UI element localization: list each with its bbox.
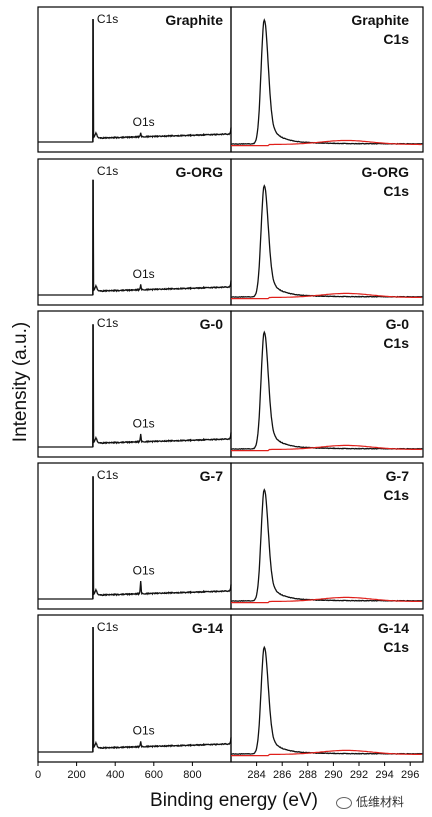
x-tick-label: 0 — [35, 769, 41, 781]
c1s-peak-label: C1s — [97, 164, 118, 178]
x-tick-label: 800 — [183, 769, 201, 781]
x-tick-label: 294 — [375, 769, 393, 781]
hr-panel-title: Graphite — [351, 12, 409, 28]
hr-panel-title: G-14 — [378, 620, 409, 636]
o1s-peak-label: O1s — [133, 416, 155, 430]
x-axis-title: Binding energy (eV) — [150, 790, 318, 811]
hr-panel-subtitle: C1s — [383, 335, 409, 351]
hr-panel-title: G-0 — [386, 316, 410, 332]
c1s-spectrum-line — [230, 184, 423, 298]
x-tick-label: 286 — [273, 769, 291, 781]
o1s-peak-label: O1s — [133, 724, 155, 738]
survey-spectrum-line — [38, 19, 232, 143]
survey-panel-frame — [37, 614, 232, 763]
survey-spectrum-line — [38, 627, 232, 753]
survey-panel-title: G-7 — [200, 468, 224, 484]
hr-panel-title: G-ORG — [362, 164, 410, 180]
c1s-spectrum-line — [230, 488, 423, 602]
o1s-peak-label: O1s — [133, 267, 155, 281]
x-tick-label: 290 — [324, 769, 342, 781]
hr-panel-subtitle: C1s — [383, 639, 409, 655]
hr-panel-frame — [230, 6, 424, 153]
satellite-fit-line — [231, 749, 422, 757]
c1s-peak-label: C1s — [97, 468, 118, 482]
c1s-peak-label: C1s — [97, 12, 118, 26]
x-axis-survey: 0 200 400 600 800 — [35, 762, 202, 781]
hr-panel-subtitle: C1s — [383, 487, 409, 503]
hr-panel-frame — [230, 614, 424, 763]
c1s-peak-label: C1s — [97, 620, 118, 634]
x-tick-label: 292 — [350, 769, 368, 781]
satellite-fit-line — [231, 139, 422, 147]
x-tick-label: 288 — [299, 769, 317, 781]
wechat-icon — [336, 796, 352, 809]
c1s-spectrum-line — [230, 645, 423, 755]
hr-panel-frame — [230, 310, 424, 458]
survey-panel-0: C1s O1s Graphite — [37, 6, 232, 153]
hr-panel-frame — [230, 158, 424, 306]
hr-panel-title: G-7 — [386, 468, 410, 484]
x-tick-label: 284 — [247, 769, 265, 781]
hr-panel-subtitle: C1s — [383, 31, 409, 47]
x-axis-high-resolution: 284 286 288 290 292 294 296 — [247, 762, 419, 781]
survey-panel-title: G-14 — [192, 620, 223, 636]
survey-panel-4: C1s O1s G-14 — [37, 614, 232, 763]
hr-panel-4: G-14 C1s — [230, 614, 424, 763]
satellite-fit-line — [231, 596, 422, 604]
c1s-peak-label: C1s — [97, 316, 118, 330]
watermark: 低维材料 — [336, 793, 404, 810]
survey-panel-3: C1s O1s G-7 — [37, 462, 232, 610]
hr-panel-frame — [230, 462, 424, 610]
hr-panel-1: G-ORG C1s — [230, 158, 424, 306]
x-tick-label: 296 — [401, 769, 419, 781]
o1s-peak-label: O1s — [133, 115, 155, 129]
satellite-fit-line — [231, 292, 422, 300]
survey-spectrum-line — [38, 324, 232, 448]
survey-panel-2: C1s O1s G-0 — [37, 310, 232, 458]
hr-panel-subtitle: C1s — [383, 183, 409, 199]
survey-spectrum-line — [38, 179, 232, 296]
survey-panel-title: G-ORG — [176, 164, 224, 180]
survey-spectrum-line — [38, 476, 232, 600]
survey-panel-frame — [37, 310, 232, 458]
watermark-text: 低维材料 — [356, 795, 405, 809]
x-tick-label: 200 — [67, 769, 85, 781]
survey-panel-1: C1s O1s G-ORG — [37, 158, 232, 306]
x-tick-label: 600 — [145, 769, 163, 781]
o1s-peak-label: O1s — [133, 563, 155, 577]
survey-panel-frame — [37, 158, 232, 306]
x-tick-label: 400 — [106, 769, 124, 781]
satellite-fit-line — [231, 444, 422, 452]
survey-panel-frame — [37, 6, 232, 153]
hr-panel-0: Graphite C1s — [230, 6, 424, 153]
survey-panel-title: Graphite — [165, 12, 223, 28]
y-axis-title: Intensity (a.u.) — [10, 322, 31, 442]
survey-panel-title: G-0 — [200, 316, 224, 332]
survey-panel-frame — [37, 462, 232, 610]
